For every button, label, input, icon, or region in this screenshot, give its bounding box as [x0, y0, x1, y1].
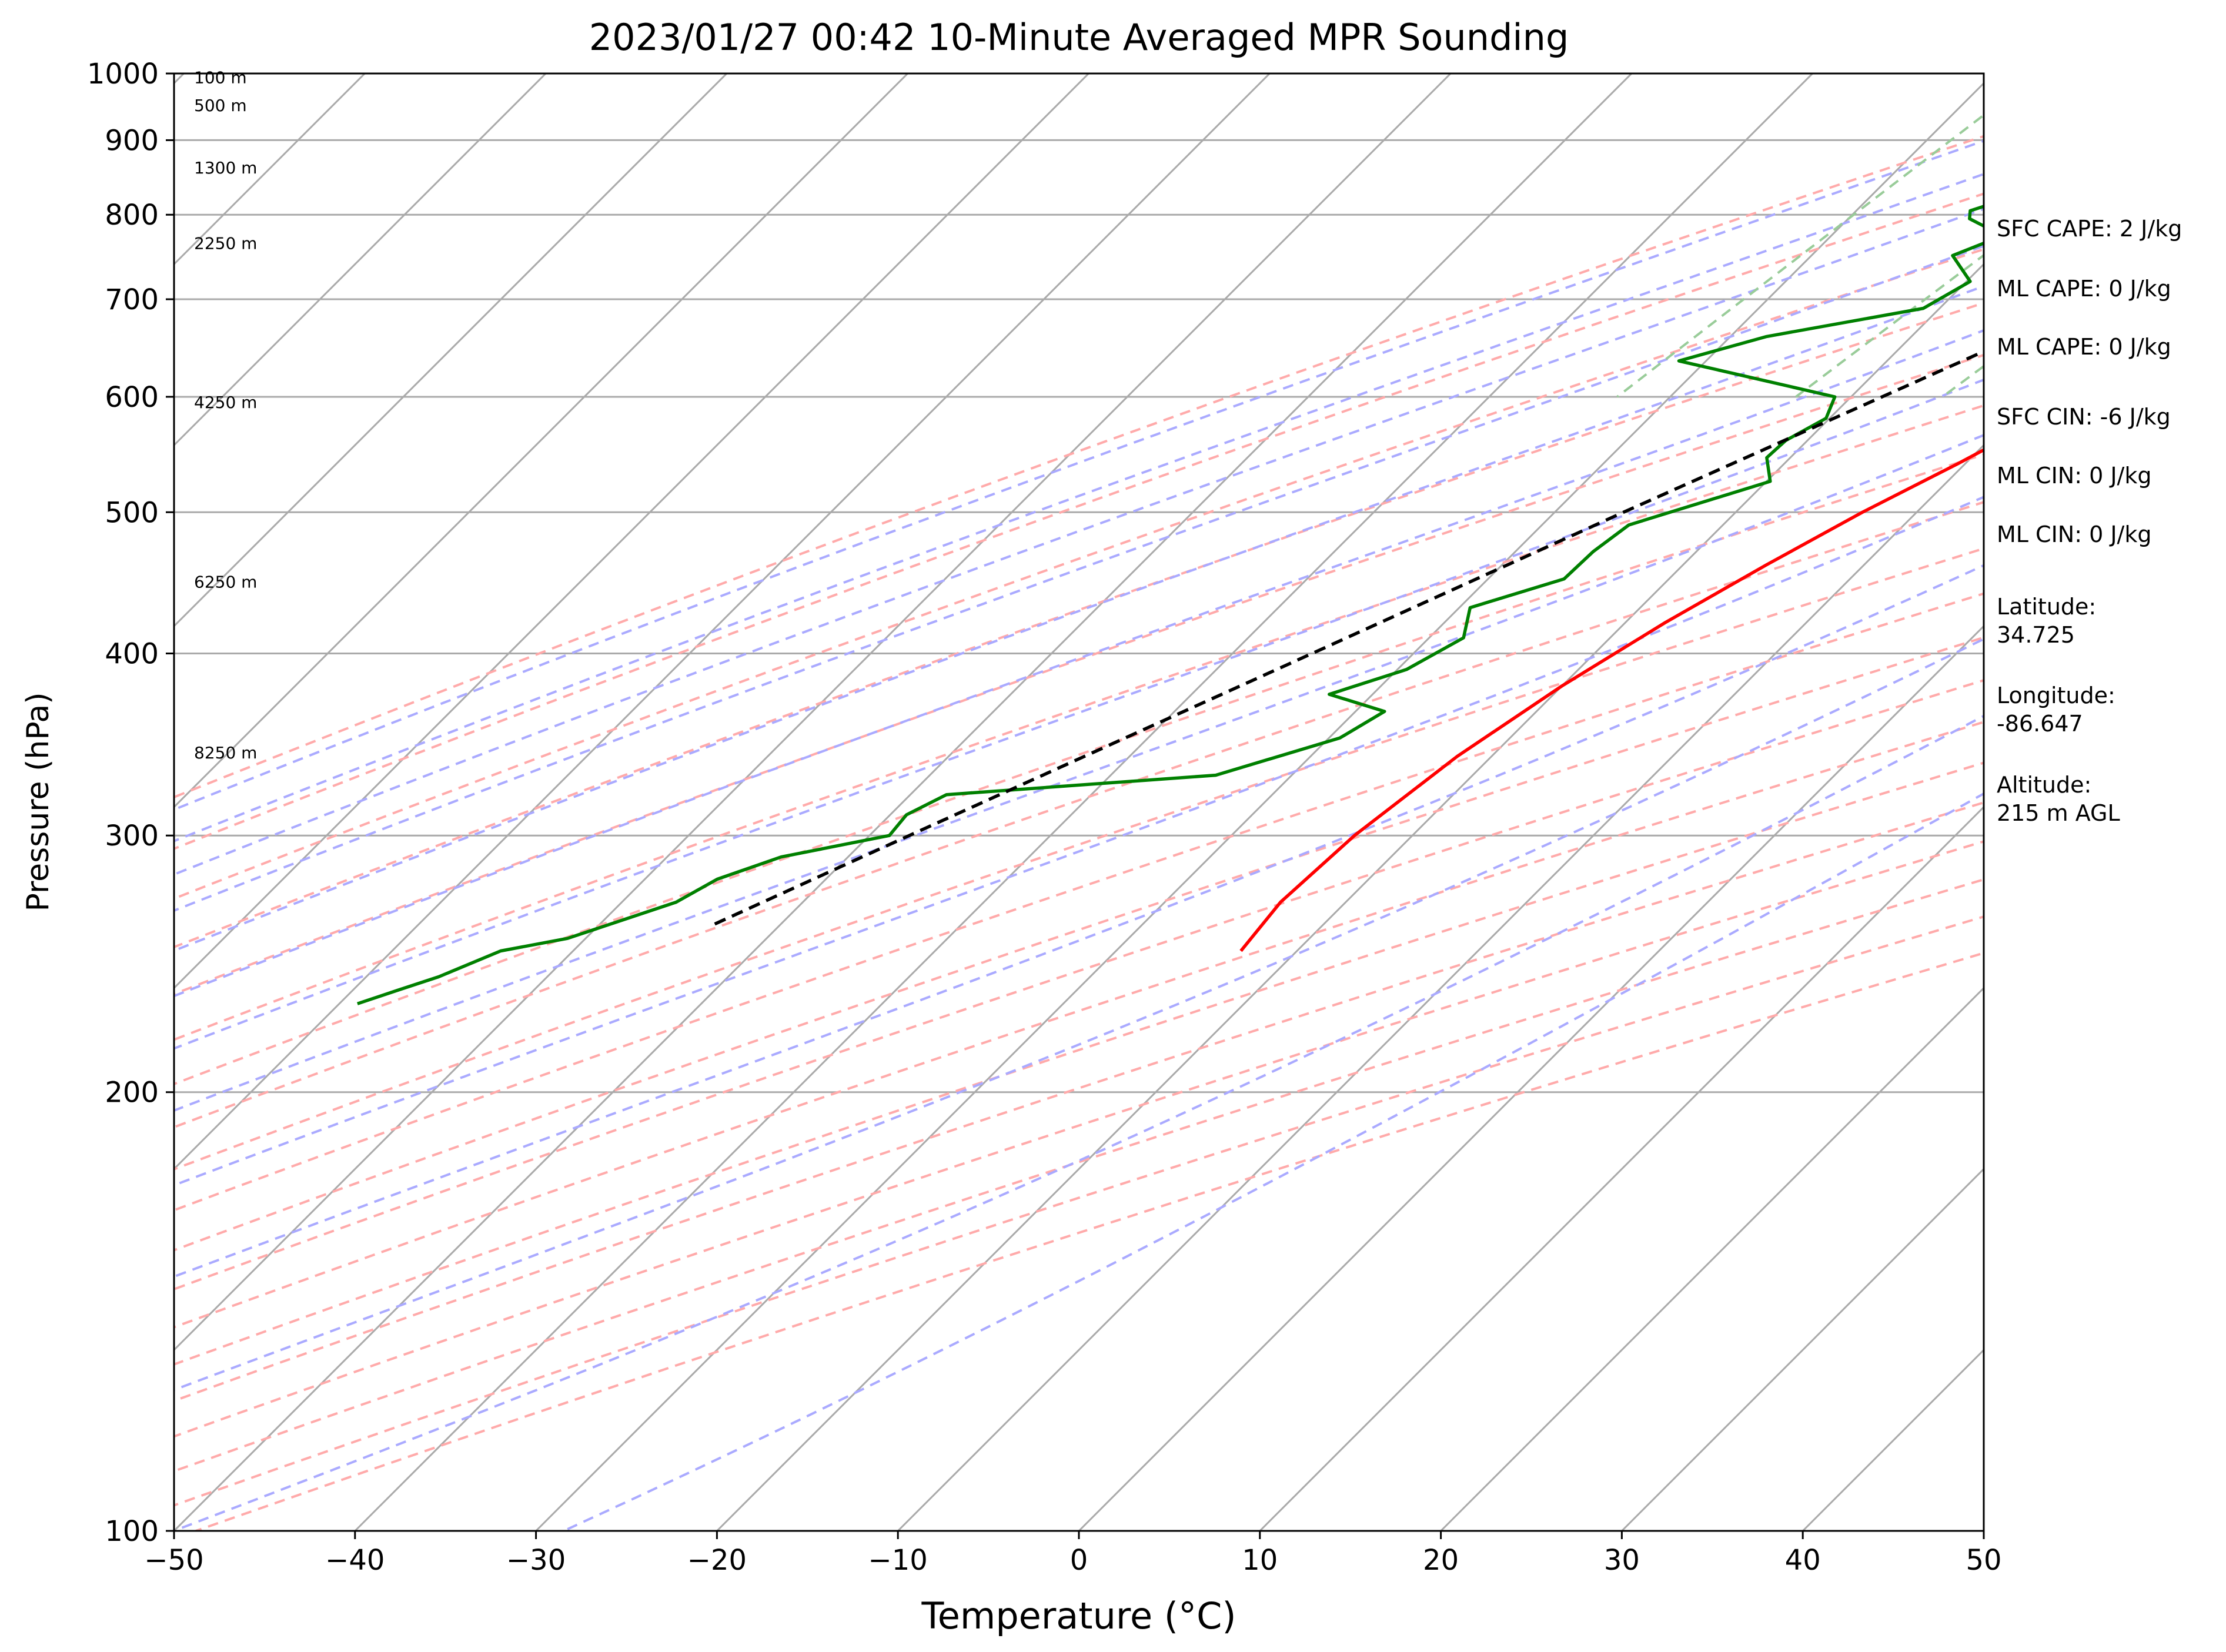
isotherm-line [174, 73, 728, 628]
x-tick-label: 40 [1785, 1544, 1821, 1577]
height-label: 8250 m [194, 743, 257, 763]
y-tick-label: 200 [105, 1076, 159, 1109]
stats-annotation: ML CAPE: 0 J/kg [1997, 276, 2171, 302]
moist-adiabat-line [563, 792, 1984, 1531]
height-label: 6250 m [194, 572, 257, 591]
y-tick-label: 1000 [87, 58, 159, 91]
dry-adiabat-line [174, 761, 1984, 1366]
isotherm-line [174, 73, 1271, 1171]
dry-adiabat-line [174, 404, 1984, 1041]
chart-title: 2023/01/27 00:42 10-Minute Averaged MPR … [589, 16, 1569, 59]
stats-annotation: Altitude: 215 m AGL [1997, 772, 2120, 826]
y-tick-label: 100 [105, 1515, 159, 1548]
moist-adiabat-line [174, 285, 1984, 952]
dry-adiabat-line [174, 302, 1984, 949]
dry-adiabat-line [174, 353, 1984, 995]
stats-annotation: ML CIN: 0 J/kg [1997, 521, 2151, 547]
dry-adiabat-line [174, 801, 1984, 1402]
stats-annotation: ML CAPE: 0 J/kg [1997, 334, 2171, 360]
y-tick-label: 800 [105, 199, 159, 232]
y-tick-label: 300 [105, 820, 159, 852]
height-label: 500 m [194, 96, 247, 115]
isotherm-line [1259, 805, 1984, 1531]
stats-annotation: SFC CAPE: 2 J/kg [1997, 216, 2182, 242]
height-labels: 100 m 500 m 1300 m 2250 m 4250 m 6250 m 8250 m [194, 68, 257, 763]
stats-annotation: SFC CIN: -6 J/kg [1997, 404, 2171, 430]
y-axis-ticks: 100 200 300 400 500 600 700 800 900 1000 [87, 58, 174, 1548]
y-tick-label: 900 [105, 124, 159, 157]
isotherm-line [1078, 624, 1984, 1531]
mixing-ratio-line [1616, 113, 1984, 398]
isotherm-line [174, 73, 547, 447]
x-tick-label: −10 [868, 1544, 928, 1577]
sounding-series [357, 205, 1984, 1005]
stats-annotation: Longitude: -86.647 [1997, 683, 2115, 737]
x-tick-label: 20 [1423, 1544, 1459, 1577]
dry-adiabat-line [174, 192, 1984, 850]
parcel-profile-line [709, 349, 1984, 928]
x-tick-label: 30 [1604, 1544, 1640, 1577]
height-label: 100 m [194, 68, 247, 87]
dry-adiabat-line [174, 547, 1984, 1171]
y-tick-label: 400 [105, 637, 159, 670]
dry-adiabats [174, 135, 1984, 1531]
x-axis-label: Temperature (°C) [921, 1594, 1236, 1637]
x-tick-label: −50 [144, 1544, 203, 1577]
y-tick-label: 600 [105, 381, 159, 414]
moist-adiabat-line [174, 378, 1984, 1050]
isotherm-line [716, 263, 1984, 1531]
isotherm-line [174, 73, 1633, 1531]
isotherm-line [1621, 1168, 1984, 1531]
stats-annotation: ML CIN: 0 J/kg [1997, 463, 2151, 489]
mixing-ratio-lines [1616, 113, 1984, 398]
dry-adiabat-line [174, 592, 1984, 1212]
moist-adiabat-line [174, 637, 1984, 1392]
isotherm-line [535, 82, 1984, 1531]
isotherm-line [897, 444, 1984, 1531]
dry-adiabat-line [174, 915, 1984, 1507]
dry-adiabat-line [174, 636, 1984, 1252]
isotherm-gridlines [174, 73, 1984, 1531]
isotherm-line [174, 73, 908, 808]
height-label: 2250 m [194, 233, 257, 253]
height-label: 1300 m [194, 158, 257, 178]
moist-adiabat-line [174, 434, 1984, 1112]
x-tick-label: 10 [1242, 1544, 1278, 1577]
dewpoint-line [357, 205, 1984, 1005]
x-tick-label: −20 [687, 1544, 747, 1577]
y-tick-label: 700 [105, 283, 159, 316]
moist-adiabat-line [174, 173, 1984, 842]
dry-adiabat-line [174, 135, 1984, 799]
isobar-gridlines [174, 73, 1984, 1531]
x-tick-label: −30 [506, 1544, 566, 1577]
moist-adiabat-line [174, 139, 1984, 811]
mixing-ratio-line [1795, 253, 1984, 398]
height-label: 4250 m [194, 393, 257, 412]
moist-adiabat-line [174, 329, 1984, 998]
y-axis-label: Pressure (hPa) [21, 693, 56, 912]
stats-panel: SFC CAPE: 2 J/kg ML CAPE: 0 J/kg ML CAPE: … [1997, 216, 2182, 826]
x-tick-label: 50 [1966, 1544, 2001, 1577]
x-tick-label: −40 [325, 1544, 385, 1577]
isotherm-line [174, 73, 1452, 1352]
isotherm-line [354, 73, 1813, 1531]
moist-adiabats [174, 139, 1984, 1531]
x-tick-label: 0 [1070, 1544, 1088, 1577]
x-axis-ticks: −50 −40 −30 −20 −10 0 10 20 30 40 50 [144, 1531, 2002, 1577]
temperature-line [1239, 448, 1984, 952]
y-tick-label: 500 [105, 496, 159, 529]
stats-annotation: Latitude: 34.725 [1997, 594, 2096, 648]
isotherm-line [1440, 986, 1984, 1531]
